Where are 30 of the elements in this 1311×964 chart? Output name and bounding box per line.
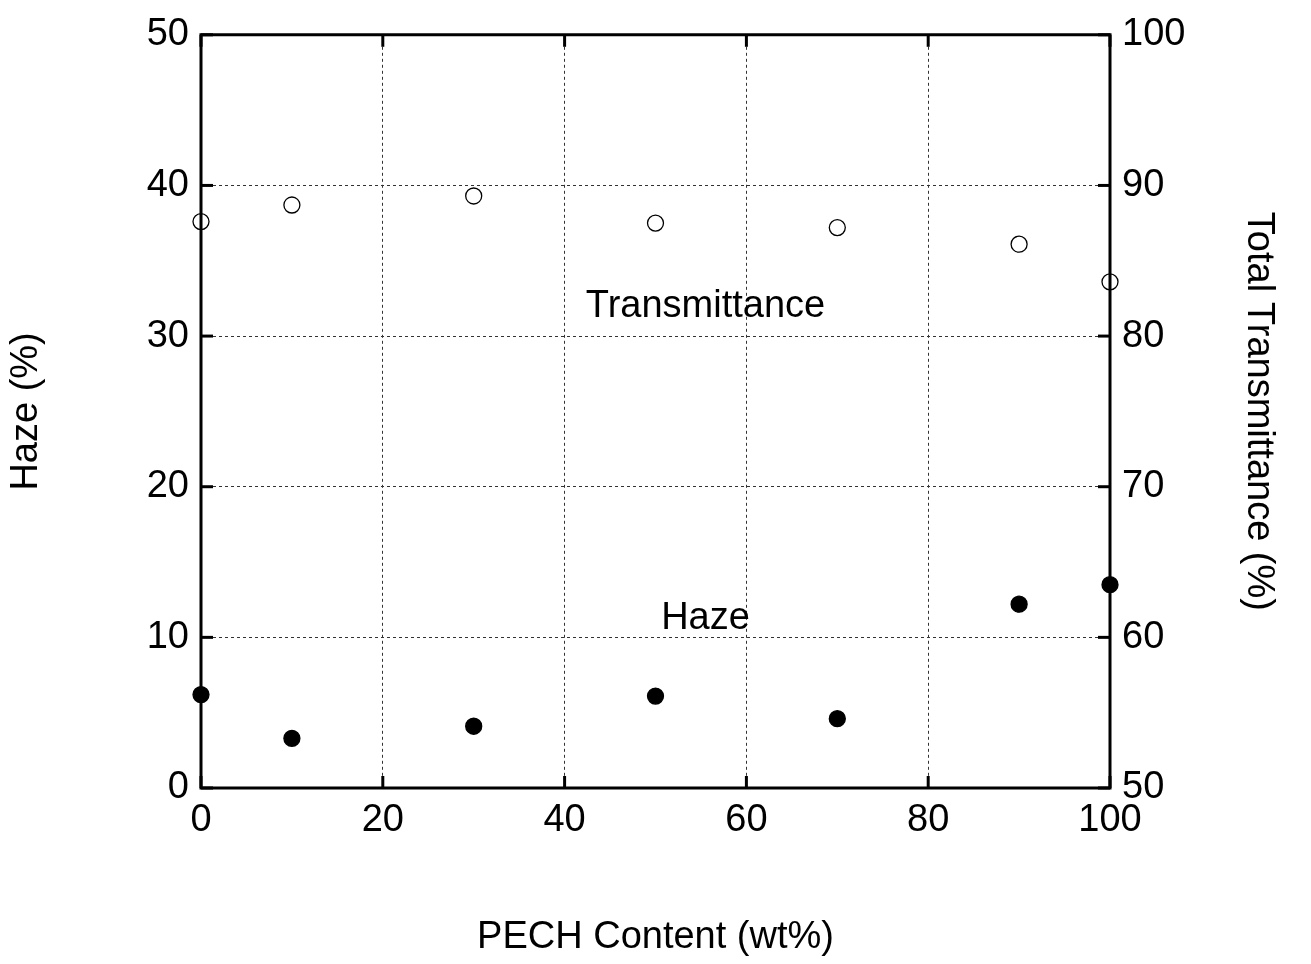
y-tick-label: 40	[146, 161, 189, 204]
y-tick-label: 20	[146, 463, 189, 506]
x-tick-label: 80	[907, 797, 950, 840]
point	[283, 196, 301, 214]
point	[828, 710, 846, 728]
point	[283, 729, 301, 747]
point	[828, 218, 846, 237]
point	[646, 214, 665, 232]
y2-tick-label: 100	[1122, 11, 1186, 54]
y-tick-label: 0	[167, 764, 189, 807]
y-tick-label: 30	[146, 312, 189, 355]
x-tick-label: 20	[361, 797, 404, 840]
y-tick-label: 10	[146, 613, 189, 656]
point	[646, 687, 665, 705]
y-axis-title: Haze (%)	[3, 332, 46, 491]
y2-tick-label: 80	[1122, 312, 1165, 355]
y-tick-label: 50	[146, 11, 189, 54]
y2-axis-title: Total Transmittance (%)	[1239, 211, 1282, 611]
y2-tick-label: 90	[1122, 161, 1165, 204]
x-axis-title: PECH Content (wt%)	[477, 913, 834, 956]
point	[1010, 595, 1028, 613]
x-tick-label: 60	[725, 797, 768, 840]
series-label: Transmittance	[585, 282, 826, 325]
y2-tick-label: 70	[1122, 463, 1165, 506]
x-tick-label: 40	[543, 797, 586, 840]
point	[465, 717, 483, 735]
series-label: Haze	[661, 594, 750, 637]
point	[465, 187, 483, 205]
y2-tick-label: 60	[1122, 613, 1165, 656]
point	[1010, 235, 1028, 253]
